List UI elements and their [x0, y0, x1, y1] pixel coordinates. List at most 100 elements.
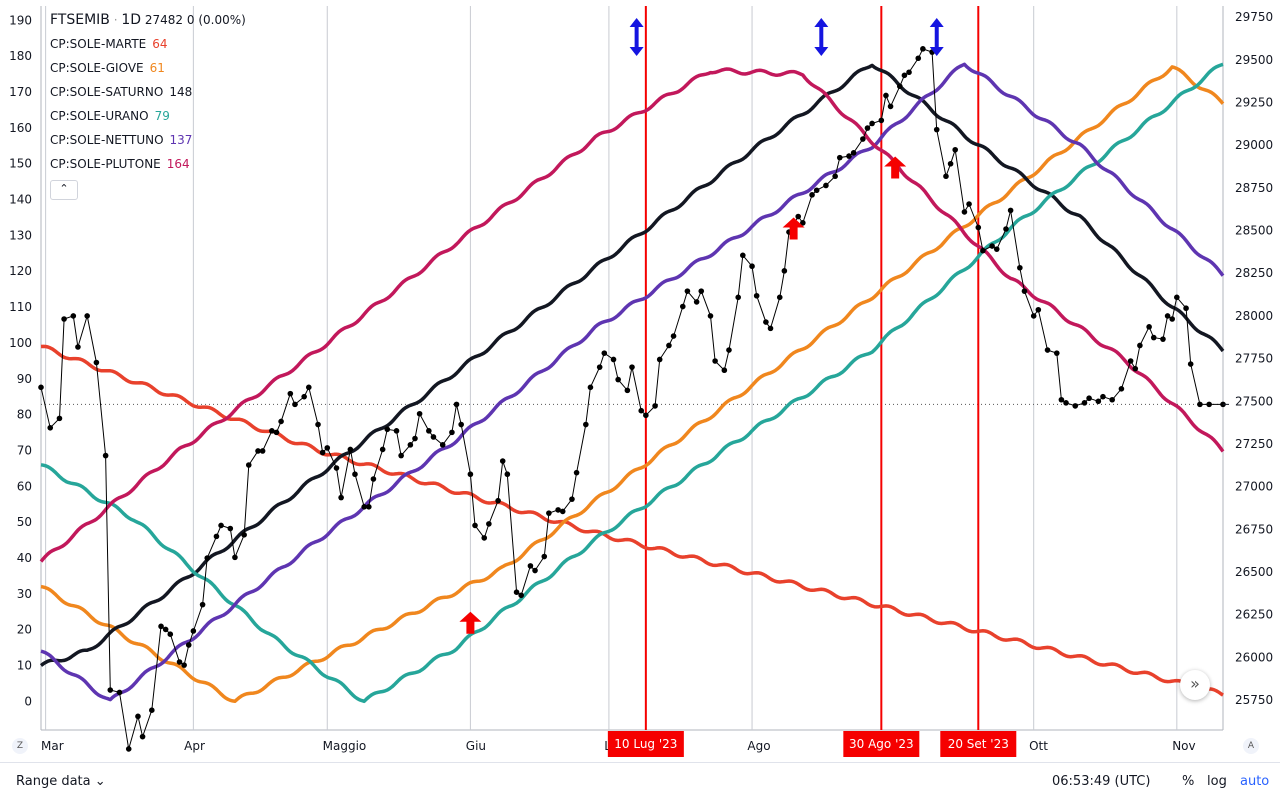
- right-tick-label: 29000: [1235, 138, 1273, 152]
- price-point: [1095, 398, 1102, 405]
- auto-scale-button[interactable]: A: [1243, 738, 1259, 754]
- price-point: [596, 364, 603, 370]
- double-chevron-right-icon[interactable]: »: [1180, 670, 1210, 700]
- price-point: [1187, 361, 1194, 367]
- price-point: [430, 434, 437, 440]
- left-tick-label: 40: [17, 551, 32, 565]
- price-point: [546, 510, 552, 516]
- price-point: [1072, 403, 1079, 409]
- price-point: [467, 471, 474, 478]
- legend-item[interactable]: CP:SOLE-MARTE 64: [50, 32, 246, 56]
- right-tick-label: 27000: [1235, 480, 1273, 494]
- range-data-label: Range data: [16, 774, 91, 789]
- right-axis: 25750 26000 26250 26500 26750 27000 27250 27500…: [1223, 10, 1273, 707]
- price-point: [809, 192, 815, 198]
- price-point: [47, 424, 54, 431]
- percent-toggle[interactable]: %: [1182, 774, 1195, 789]
- clock-time[interactable]: 06:53:49 (UTC): [1052, 774, 1151, 789]
- price-point: [190, 628, 197, 634]
- chevron-up-icon[interactable]: ⌃: [50, 180, 78, 200]
- series-cp-sole-saturno: [39, 63, 1225, 667]
- left-tick-label: 70: [17, 443, 32, 457]
- left-tick-label: 130: [9, 228, 32, 242]
- timezone-button[interactable]: Z: [12, 738, 28, 754]
- legend: FTSEMIB · 1D 27482 0 (0.00%) CP:SOLE-MAR…: [50, 8, 246, 200]
- right-tick-label: 28250: [1235, 266, 1273, 280]
- legend-item-value: 137: [169, 133, 193, 147]
- range-data-button[interactable]: Range data ⌄: [16, 774, 106, 789]
- price-point: [643, 412, 649, 419]
- price-point: [836, 154, 843, 161]
- right-tick-label: 26500: [1235, 565, 1273, 579]
- series-cp-sole-urano: [40, 62, 1224, 704]
- interval-label[interactable]: 1D: [121, 12, 142, 28]
- price-point: [1081, 400, 1088, 406]
- price-point: [135, 713, 141, 720]
- price-point: [823, 182, 829, 189]
- right-tick-label: 28500: [1235, 224, 1273, 238]
- price-point: [993, 246, 1000, 252]
- price-point: [259, 448, 266, 454]
- legend-item-label: CP:SOLE-SATURNO: [50, 85, 164, 99]
- price-point: [426, 428, 432, 434]
- legend-item[interactable]: CP:SOLE-PLUTONE 164: [50, 152, 246, 176]
- auto-toggle[interactable]: auto: [1240, 774, 1270, 789]
- price-point: [384, 426, 391, 433]
- price-point: [860, 136, 866, 142]
- legend-item-label: CP:SOLE-NETTUNO: [50, 133, 164, 147]
- event-label-box: [843, 731, 920, 757]
- price-point: [107, 687, 114, 693]
- legend-item-value: 61: [149, 61, 165, 75]
- right-tick-label: 27750: [1235, 352, 1273, 366]
- price-point: [1160, 336, 1166, 342]
- price-point: [61, 316, 67, 322]
- price-point: [393, 428, 400, 434]
- price-point: [712, 358, 718, 364]
- x-tick-label: Giu: [466, 739, 486, 753]
- price-point: [204, 555, 211, 561]
- price-point: [495, 497, 501, 504]
- x-tick-label: Ott: [1029, 739, 1048, 753]
- price-point: [1053, 350, 1060, 356]
- left-tick-label: 0: [24, 694, 32, 708]
- price-point: [740, 252, 746, 259]
- x-tick-label: Apr: [184, 739, 205, 753]
- legend-item[interactable]: CP:SOLE-NETTUNO 137: [50, 128, 246, 152]
- price-point: [199, 601, 206, 608]
- price-point: [70, 313, 77, 319]
- price-point: [896, 83, 903, 90]
- price-point: [1150, 334, 1157, 341]
- legend-item[interactable]: CP:SOLE-GIOVE 61: [50, 56, 246, 80]
- blue-arrow-head-down: [629, 47, 644, 56]
- log-toggle[interactable]: log: [1207, 774, 1227, 789]
- price-point: [943, 173, 949, 180]
- price-point: [1146, 324, 1152, 330]
- price-point: [84, 313, 90, 319]
- event-label: 30 Ago '23: [849, 737, 914, 751]
- legend-item[interactable]: CP:SOLE-SATURNO 148: [50, 80, 246, 104]
- price-point: [638, 407, 645, 414]
- price-point: [324, 445, 331, 451]
- price-point: [656, 356, 663, 363]
- price-point: [453, 401, 460, 408]
- price-point: [407, 442, 414, 448]
- price-point: [906, 69, 912, 76]
- vertical-events: [644, 6, 980, 730]
- price-point: [504, 471, 511, 478]
- price-chart[interactable]: 0 10 20 30 40 50 60 70 80 90 100 110 120 130 140 150 160…: [0, 0, 1280, 762]
- price-point: [1127, 358, 1134, 364]
- right-tick-label: 27250: [1235, 437, 1273, 451]
- left-tick-label: 80: [17, 408, 32, 422]
- grid: [40, 6, 1224, 731]
- symbol-name[interactable]: FTSEMIB: [50, 12, 110, 28]
- price-point: [338, 494, 344, 501]
- price-point: [832, 173, 838, 180]
- legend-item-value: 148: [169, 85, 193, 99]
- price-point: [292, 401, 298, 408]
- price-point: [698, 288, 705, 294]
- price-point: [1137, 342, 1143, 349]
- legend-item[interactable]: CP:SOLE-URANO 79: [50, 104, 246, 128]
- price-point: [1100, 393, 1106, 400]
- price-point: [518, 592, 524, 599]
- price-point: [684, 288, 691, 294]
